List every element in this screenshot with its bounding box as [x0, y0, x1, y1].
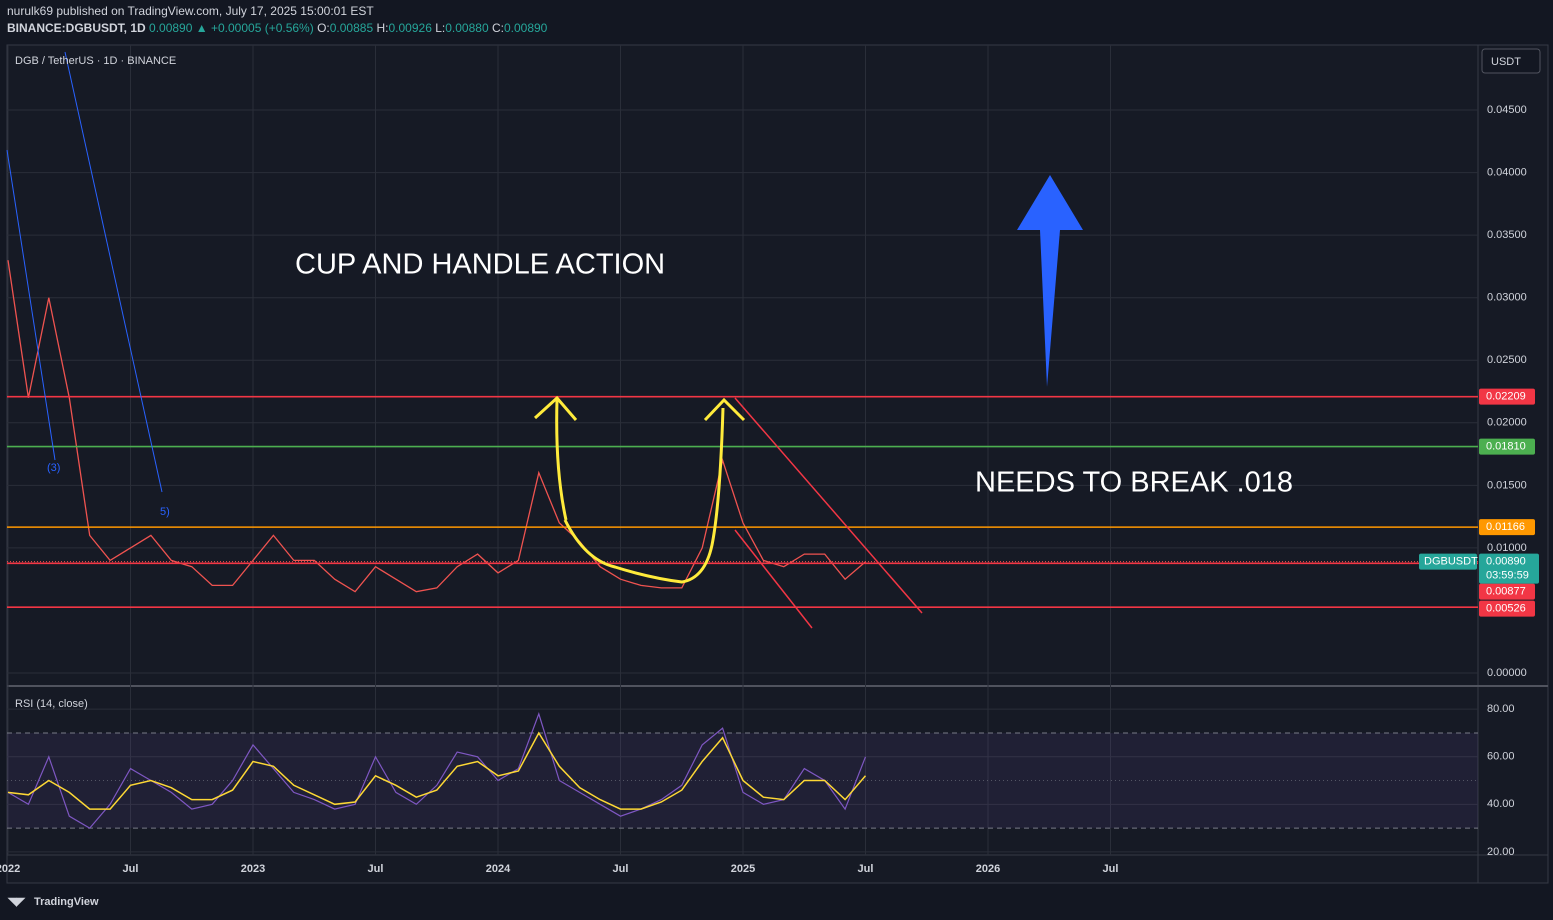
trendline — [734, 397, 923, 614]
trendline — [734, 529, 813, 629]
level-label: 0.01166 — [1486, 521, 1525, 533]
y-tick-label: 40.00 — [1487, 798, 1515, 810]
cup-curve — [563, 407, 725, 584]
wave-label: 5) — [160, 506, 170, 518]
level-badge — [1479, 438, 1535, 455]
y-tick-label: 20.00 — [1487, 846, 1515, 858]
trend-drawing — [64, 51, 163, 493]
annotation: NEEDS TO BREAK .018 — [975, 467, 1293, 499]
x-tick-label: 2023 — [241, 863, 265, 875]
y-tick-label: 0.03500 — [1487, 229, 1527, 241]
x-tick-label: Jul — [858, 863, 874, 875]
y-tick-label: 0.04000 — [1487, 167, 1527, 179]
y-tick-label: 0.03000 — [1487, 292, 1527, 304]
ohlc-label: O: — [317, 21, 330, 35]
chart-title: DGB / TetherUS · 1D · BINANCE — [15, 55, 176, 67]
y-tick-label: 80.00 — [1487, 703, 1515, 715]
symbol-badge — [1419, 553, 1477, 570]
x-tick-label: Jul — [123, 863, 139, 875]
series-line — [7, 260, 866, 593]
x-tick-label: 2024 — [486, 863, 511, 875]
x-tick-label: 2026 — [976, 863, 1000, 875]
ohlc-label: L: — [435, 21, 445, 35]
ohlc-value: 0.00880 — [445, 21, 489, 35]
x-tick-label: Jul — [368, 863, 384, 875]
currency-button[interactable] — [1481, 48, 1541, 74]
countdown: 03:59:59 — [1486, 570, 1529, 582]
ohlc-value: 0.00885 — [330, 21, 374, 35]
trend-drawing — [6, 149, 56, 461]
wave-label: (3) — [47, 462, 60, 474]
currency[interactable]: USDT — [1491, 56, 1521, 68]
level-badge — [1479, 583, 1535, 600]
x-tick-label: 2022 — [0, 863, 20, 875]
annotation: CUP AND HANDLE ACTION — [295, 249, 665, 281]
level-badge — [1479, 600, 1535, 617]
y-tick-label: 0.00000 — [1487, 667, 1527, 679]
brand[interactable]: TradingView — [34, 896, 99, 908]
change: ▲ +0.00005 (+0.56%) — [196, 21, 314, 35]
y-tick-label: 0.01000 — [1487, 542, 1527, 554]
ohlc-label: H: — [376, 21, 388, 35]
level-badge — [1479, 519, 1535, 536]
ohlc-value: 0.00890 — [504, 21, 548, 35]
logo-mark: ◥◤ — [7, 896, 25, 908]
chart-frame — [6, 44, 1549, 884]
series-line — [7, 731, 867, 810]
price-badge — [1479, 553, 1539, 584]
y-tick-label: 0.01500 — [1487, 479, 1527, 491]
symbol-label: DGBUSDT — [1424, 556, 1478, 568]
y-tick-label: 0.04500 — [1487, 104, 1527, 116]
price-label: 0.00890 — [1486, 556, 1526, 568]
rsi-title: RSI (14, close) — [15, 698, 88, 710]
y-tick-label: 0.02000 — [1487, 417, 1527, 429]
level-badge — [1479, 388, 1535, 405]
price-pane — [7, 260, 1478, 608]
rsi-pane — [7, 712, 1478, 829]
arrow-right — [703, 397, 746, 422]
ohlc-line: BINANCE:DGBUSDT, 1D 0.00890 ▲ +0.00005 (… — [7, 21, 548, 35]
y-tick-label: 60.00 — [1487, 751, 1515, 763]
level-label: 0.01810 — [1486, 440, 1526, 452]
level-label: 0.00877 — [1486, 586, 1526, 598]
ohlc-label: C: — [492, 21, 504, 35]
last: 0.00890 — [149, 21, 193, 35]
publisher: nurulk69 published on TradingView.com, J… — [7, 4, 374, 18]
symbol: BINANCE:DGBUSDT, 1D — [7, 21, 146, 35]
grid — [7, 45, 1478, 855]
arrow-left — [533, 395, 578, 521]
y-tick-label: 0.02500 — [1487, 354, 1527, 366]
x-tick-label: Jul — [613, 863, 629, 875]
ohlc-value: 0.00926 — [388, 21, 432, 35]
big-arrow — [1017, 175, 1083, 387]
level-label: 0.00526 — [1486, 603, 1526, 615]
x-tick-label: Jul — [1103, 863, 1119, 875]
x-tick-label: 2025 — [731, 863, 755, 875]
level-label: 0.02209 — [1486, 391, 1526, 403]
